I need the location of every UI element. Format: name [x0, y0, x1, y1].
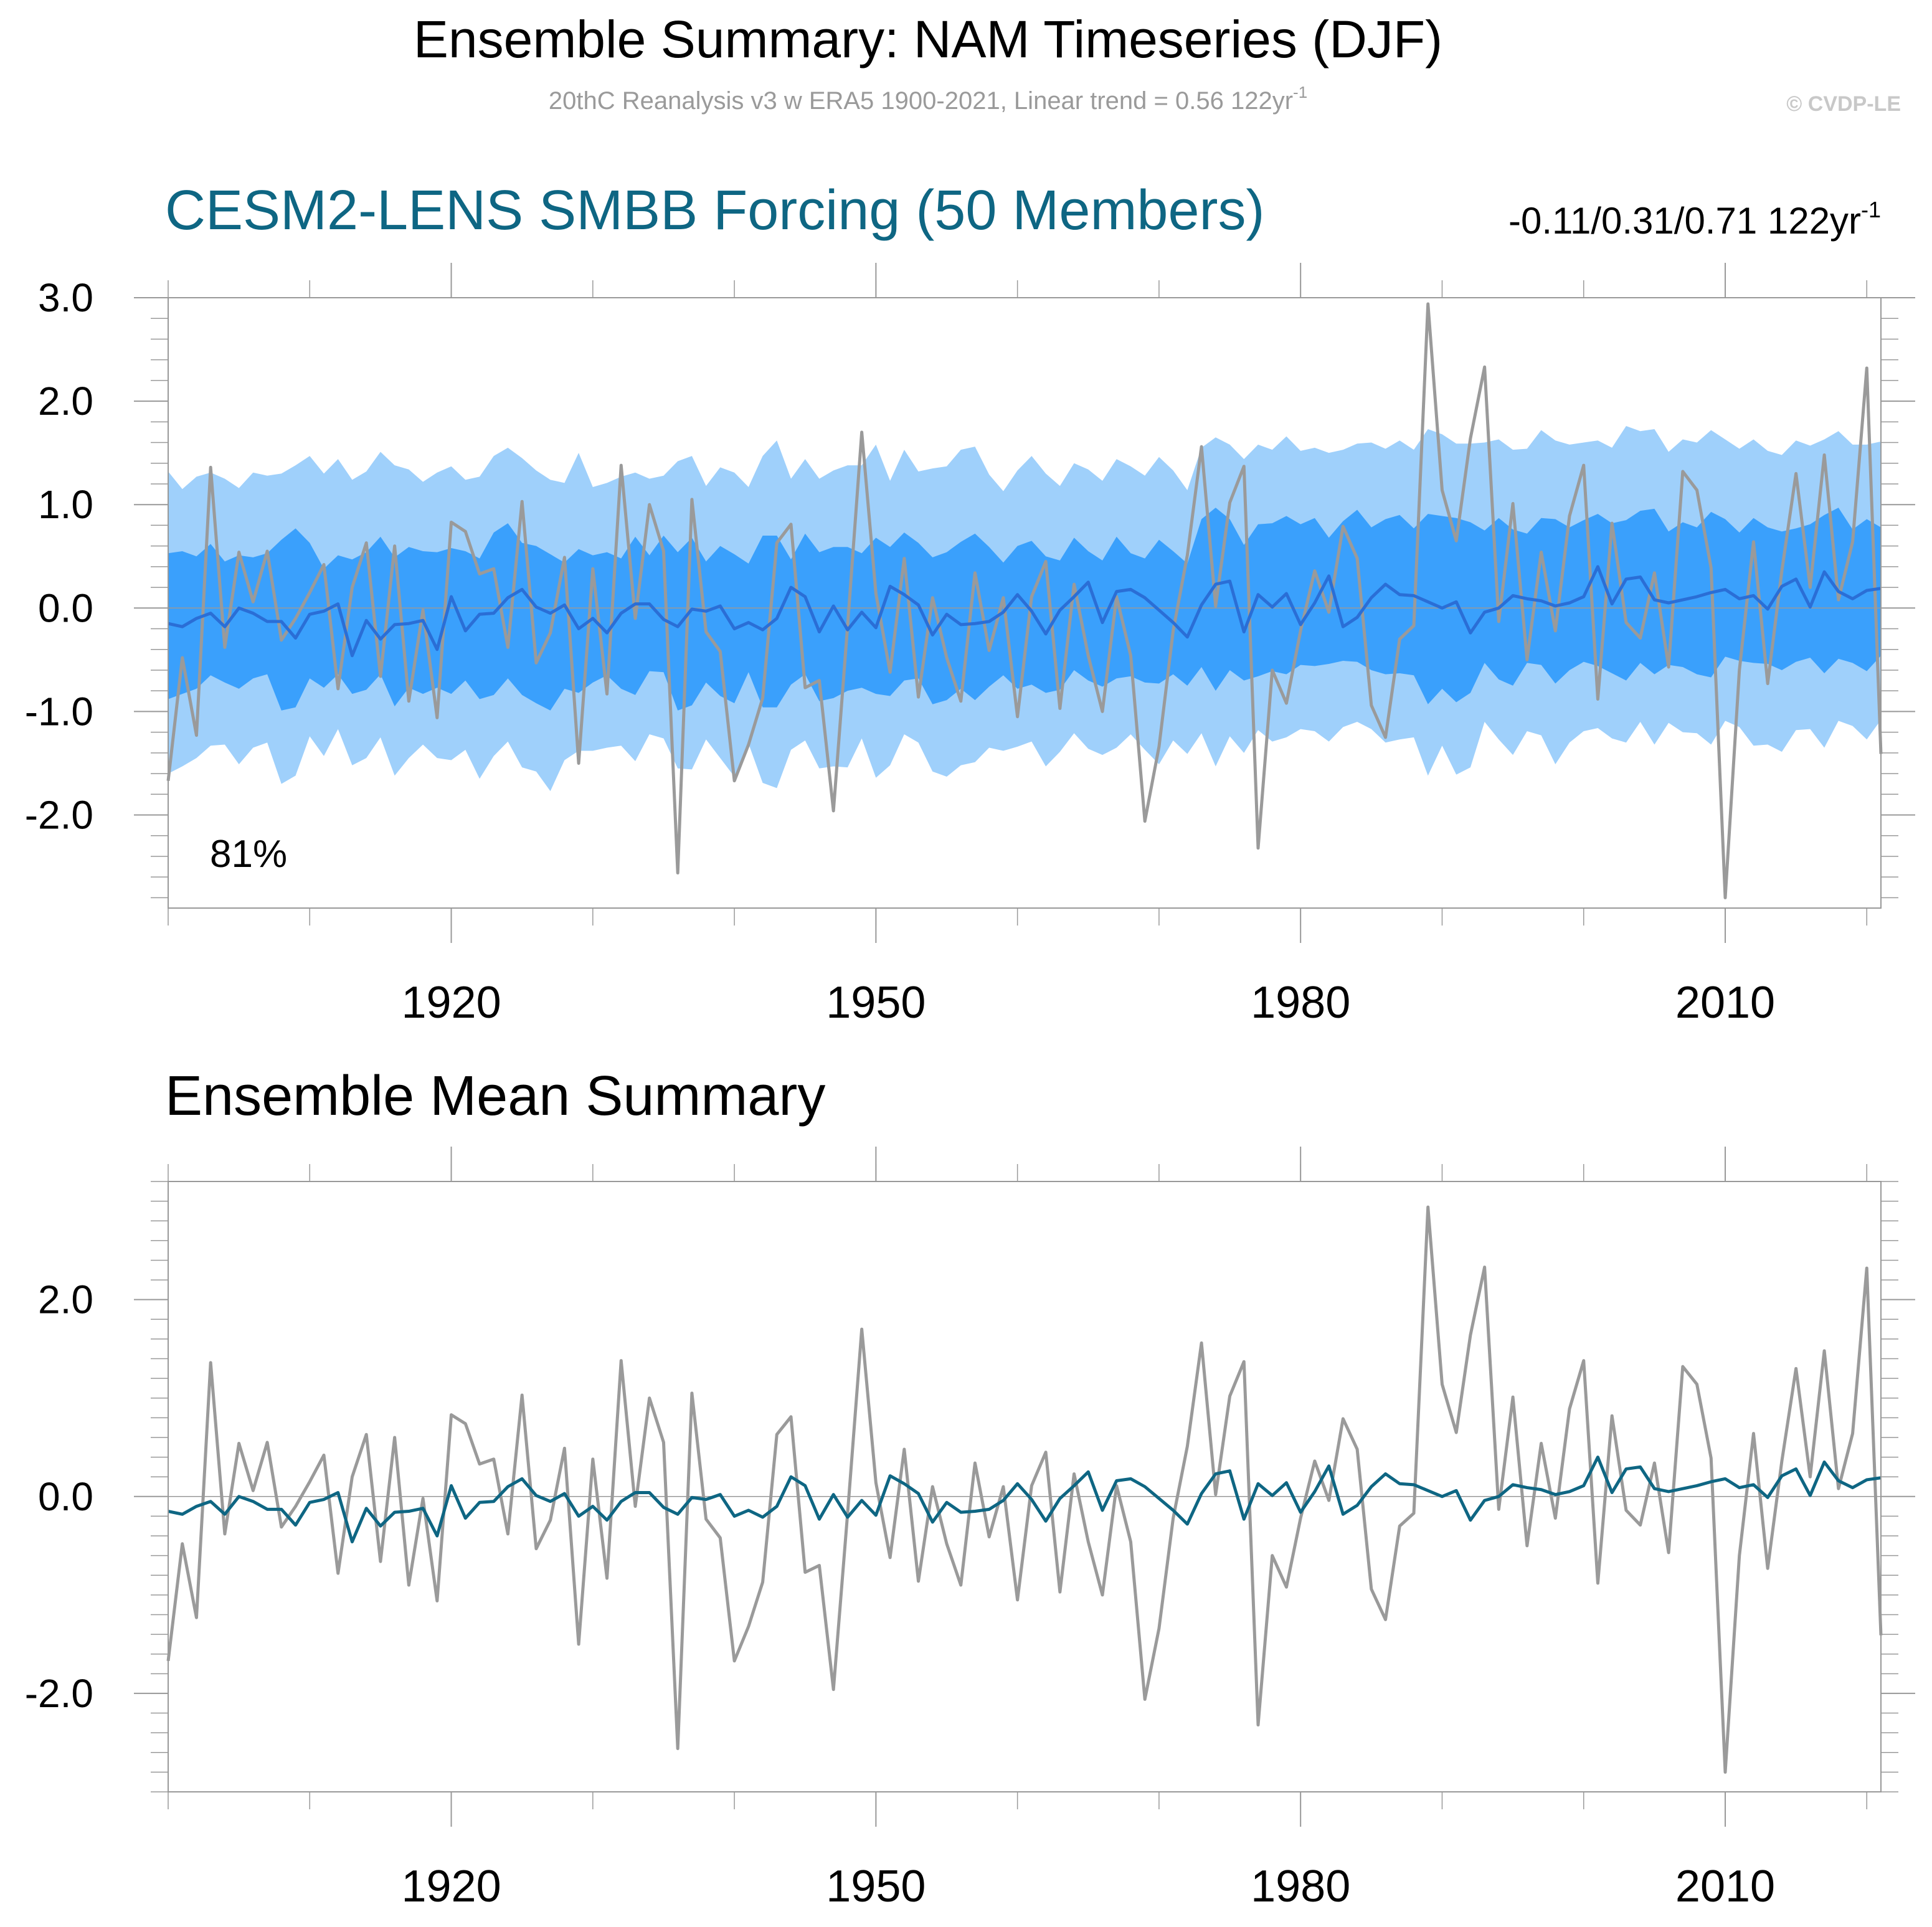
y-tick-label: 2.0: [38, 1277, 93, 1322]
top-axes: 3.0 2.0 1.0 0.0 -1.0 -2.0 1920 1950 1980 2010: [25, 263, 1915, 1028]
subtitle-main: 20thC Reanalysis v3 w ERA5 1900-2021, Li…: [549, 87, 1293, 115]
y-tick-label: 2.0: [38, 379, 93, 424]
observations-line: [166, 1205, 1883, 1774]
bottom-panel: 2.0 0.0 -2.0 1920 1950 1980 2010: [25, 1147, 1915, 1911]
trend-range-label: -0.11/0.31/0.71 122yr-1: [1508, 197, 1881, 242]
x-tick-label: 1980: [1251, 1862, 1350, 1911]
y-tick-label: 0.0: [38, 585, 93, 630]
subtitle-superscript: -1: [1293, 83, 1307, 102]
plot-frame: [168, 1181, 1882, 1792]
x-tick-label: 2010: [1675, 978, 1775, 1028]
bottom-lines: [166, 1205, 1883, 1774]
main-title: Ensemble Summary: NAM Timeseries (DJF): [414, 10, 1442, 69]
y-tick-label: -2.0: [25, 1671, 93, 1716]
percent-label: 81%: [210, 833, 287, 876]
y-tick-label: 0.0: [38, 1474, 93, 1519]
ensemble-mean-line: [168, 565, 1882, 658]
y-tick-label: -1.0: [25, 689, 93, 734]
band-25-75: [168, 508, 1881, 711]
trend-range-main: -0.11/0.31/0.71 122yr: [1508, 200, 1861, 242]
top-lines: [166, 302, 1883, 899]
copyright-label: © CVDP-LE: [1786, 92, 1901, 116]
top-panel-title: CESM2-LENS SMBB Forcing (50 Members): [165, 179, 1264, 242]
bottom-axes: 2.0 0.0 -2.0 1920 1950 1980 2010: [25, 1147, 1915, 1911]
plot-frame: [168, 297, 1882, 909]
observations-line: [166, 302, 1883, 899]
x-tick-label: 1950: [826, 978, 926, 1028]
y-tick-label: -2.0: [25, 793, 93, 838]
top-panel: 3.0 2.0 1.0 0.0 -1.0 -2.0 1920 1950 1980 2010 81%: [25, 263, 1915, 1028]
x-tick-label: 1950: [826, 1862, 926, 1911]
y-tick-label: 3.0: [38, 275, 93, 320]
top-percentile-bands: [168, 425, 1881, 792]
y-tick-label: 1.0: [38, 482, 93, 527]
ensemble-mean-line: [168, 1456, 1882, 1544]
x-tick-label: 1920: [401, 1862, 501, 1911]
bottom-panel-title: Ensemble Mean Summary: [165, 1065, 825, 1127]
subtitle: 20thC Reanalysis v3 w ERA5 1900-2021, Li…: [549, 83, 1307, 115]
x-tick-label: 1980: [1251, 978, 1350, 1028]
x-tick-label: 1920: [401, 978, 501, 1028]
x-tick-label: 2010: [1675, 1862, 1775, 1911]
trend-range-superscript: -1: [1861, 197, 1881, 222]
